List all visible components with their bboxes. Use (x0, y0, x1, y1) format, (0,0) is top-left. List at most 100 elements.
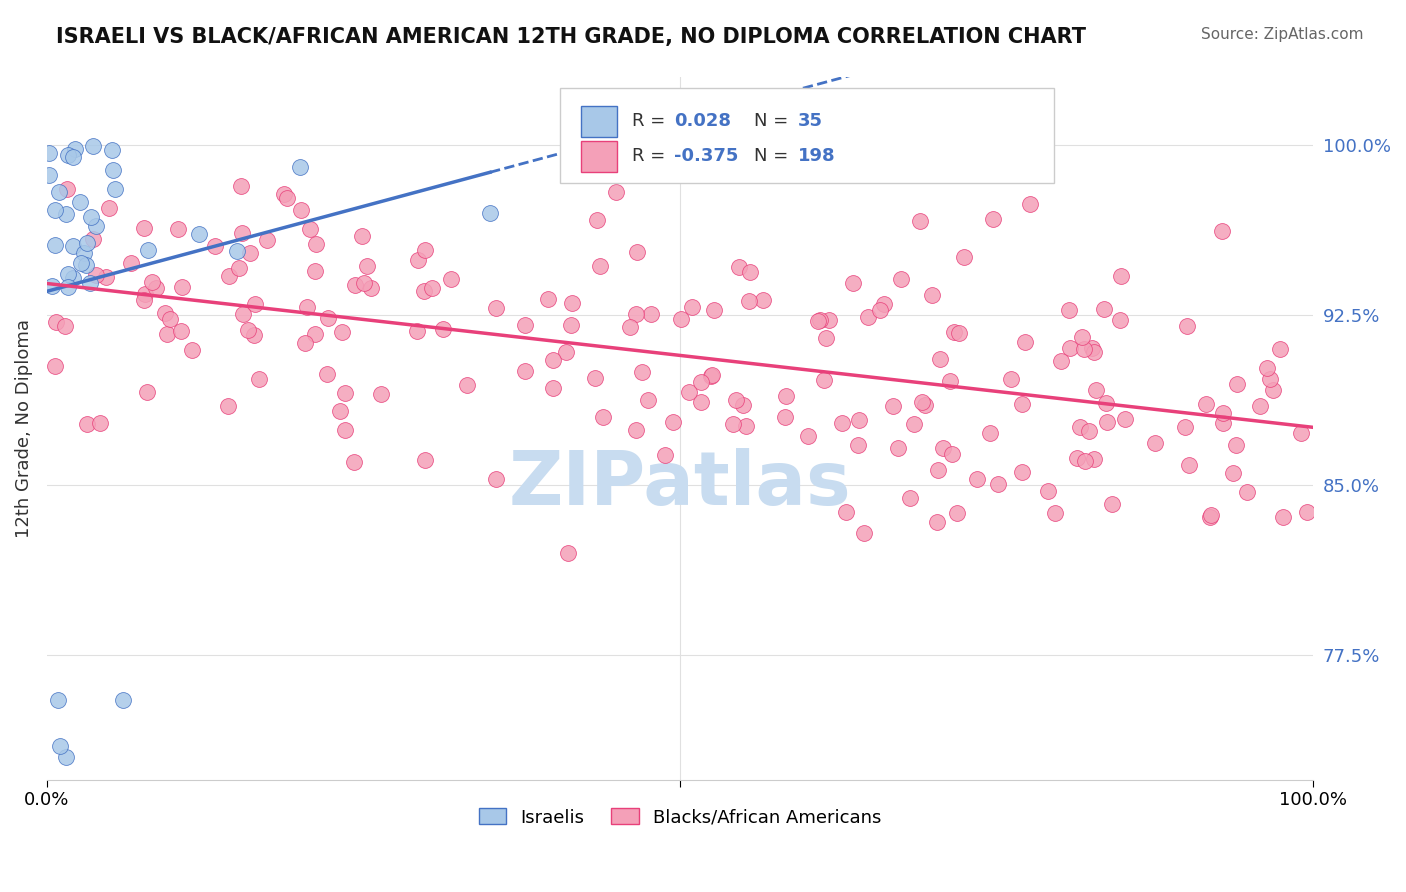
Point (56, 267, 79, 281)
Point (456, 377, 478, 392)
Point (1212, 416, 1234, 430)
Point (273, 186, 295, 201)
Point (873, 297, 896, 311)
Point (723, 417, 745, 431)
Point (1195, 397, 1218, 411)
Point (869, 303, 891, 318)
Point (167, 222, 190, 236)
Point (70, 256, 93, 270)
Point (796, 429, 818, 443)
Point (637, 393, 659, 408)
Point (333, 386, 356, 401)
Point (605, 185, 627, 199)
Point (218, 269, 240, 284)
Point (412, 284, 434, 298)
Point (48, 739, 70, 753)
Point (1059, 341, 1081, 355)
Point (97, 201, 120, 215)
Point (73, 246, 96, 260)
Point (631, 365, 654, 379)
Point (344, 278, 367, 293)
Point (159, 311, 181, 326)
Point (276, 191, 298, 205)
Point (592, 409, 614, 424)
Point (247, 372, 270, 386)
Point (46, 693, 69, 707)
Point (316, 310, 339, 325)
Point (927, 516, 949, 530)
Point (513, 364, 536, 378)
Point (170, 280, 193, 294)
Point (1114, 412, 1136, 426)
Point (132, 221, 155, 235)
Point (626, 423, 648, 437)
Point (485, 472, 508, 486)
Point (1109, 269, 1132, 284)
Point (585, 213, 607, 227)
Point (82, 232, 104, 246)
Text: 0.028: 0.028 (673, 112, 731, 130)
Point (654, 448, 676, 462)
Point (948, 326, 970, 340)
Point (44, 359, 66, 374)
Point (689, 394, 711, 409)
Point (1249, 399, 1271, 413)
Point (852, 525, 875, 540)
Point (1073, 343, 1095, 357)
Point (136, 384, 159, 399)
Point (134, 287, 156, 301)
Point (79, 276, 101, 290)
Point (1043, 506, 1066, 520)
Point (1261, 383, 1284, 397)
Point (1095, 395, 1118, 409)
Point (76, 236, 98, 251)
Point (626, 306, 648, 320)
Point (1057, 303, 1080, 318)
Point (1174, 420, 1197, 434)
Text: R =: R = (631, 112, 671, 130)
Point (1226, 377, 1249, 392)
Point (903, 417, 925, 432)
Point (727, 260, 749, 275)
Point (1291, 426, 1313, 441)
Text: ZIPatlas: ZIPatlas (509, 448, 852, 521)
Point (155, 306, 177, 320)
Point (1236, 484, 1258, 499)
Point (700, 368, 723, 383)
Point (700, 369, 723, 384)
Point (921, 288, 943, 302)
Y-axis label: 12th Grade, No Diploma: 12th Grade, No Diploma (15, 319, 32, 538)
Point (1014, 334, 1036, 349)
Point (1101, 497, 1123, 511)
Point (808, 312, 831, 326)
Point (55, 750, 77, 764)
Point (55, 207, 77, 221)
Text: N =: N = (754, 147, 793, 165)
Point (84, 268, 107, 282)
Point (353, 276, 375, 290)
Point (911, 394, 934, 409)
Point (56, 280, 79, 294)
Point (44, 315, 66, 329)
Point (343, 455, 366, 469)
Point (169, 324, 191, 338)
Point (89, 417, 111, 431)
Point (413, 453, 436, 467)
Point (56, 147, 79, 161)
Point (84, 219, 107, 233)
Point (56, 182, 79, 196)
Point (217, 399, 239, 413)
Point (1199, 510, 1222, 524)
Point (256, 233, 278, 247)
Text: ISRAELI VS BLACK/AFRICAN AMERICAN 12TH GRADE, NO DIPLOMA CORRELATION CHART: ISRAELI VS BLACK/AFRICAN AMERICAN 12TH G… (56, 27, 1087, 46)
Point (583, 370, 606, 384)
Point (288, 160, 311, 174)
Point (360, 281, 382, 295)
Point (228, 260, 250, 275)
Point (882, 399, 904, 413)
Point (541, 381, 564, 395)
FancyBboxPatch shape (560, 88, 1053, 183)
FancyBboxPatch shape (581, 141, 617, 172)
Point (299, 222, 322, 236)
Point (243, 297, 266, 311)
